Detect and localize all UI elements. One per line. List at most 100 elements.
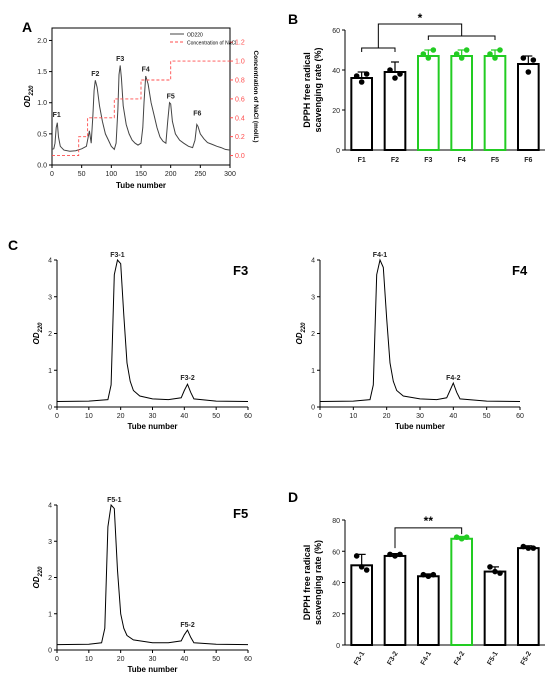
x-tick-label-A: 250 <box>194 171 206 178</box>
sig-bracket-left-B <box>361 47 396 52</box>
peak-label-C-F4: F4-1 <box>373 252 388 259</box>
sig-bracket-D <box>394 527 463 549</box>
series-line-A-1 <box>52 60 230 157</box>
y-tick-label-C-F4: 0 <box>311 405 315 412</box>
y-tick-label-A: 1.5 <box>37 69 47 76</box>
data-point-D <box>525 545 532 551</box>
data-point-B <box>487 51 493 57</box>
series-line-C-F4 <box>319 258 521 402</box>
y-axis-label-line-B: scavenging rate (%) <box>313 47 323 132</box>
y-tick-label-C-F4: 4 <box>311 258 315 265</box>
series-line-C-F5 <box>56 503 249 646</box>
x-tick-label-C-F3: 60 <box>244 413 252 420</box>
data-point-B <box>363 71 370 77</box>
chart-D: 0 20 40 60 80 DPPH free radicalscavenging rat… <box>302 514 545 666</box>
peak-label-A: F6 <box>193 110 201 117</box>
x-tick-label-A: 0 <box>50 171 54 178</box>
category-label-D: F3-2 <box>386 650 399 666</box>
x-tick-label-C-F4: 10 <box>349 413 357 420</box>
data-point-B <box>358 79 365 85</box>
bar-B-F1 <box>350 77 374 151</box>
x-axis-label-C-F4: Tube number <box>395 422 445 431</box>
y-axis-label-C-F3: OD220 <box>32 322 44 345</box>
sig-bracket-top-B <box>377 23 463 48</box>
chart-C-F5: 0 10 20 30 40 50 60 0 1 2 3 4 Tube number OD220 F5-1 F5… <box>32 497 252 674</box>
bar-B-F6 <box>517 63 540 151</box>
data-point-D <box>453 534 460 540</box>
significance-D: ** <box>424 514 434 528</box>
data-point-D <box>530 545 537 551</box>
y-tick-label-C-F5: 0 <box>48 648 52 655</box>
x-axis-label-C-F5: Tube number <box>127 665 177 674</box>
y2-axis-label-A: Concentration of NaCl (mol/L) <box>252 50 259 142</box>
peak-label-A: F5 <box>167 93 175 100</box>
peak-label-A: F2 <box>91 71 99 78</box>
y-tick-label-C-F3: 3 <box>48 294 52 301</box>
x-tick-label-C-F5: 60 <box>244 656 252 663</box>
x-tick-label-C-F3: 0 <box>55 413 59 420</box>
peak-label-C-F4: F4-2 <box>446 375 461 382</box>
bar-D-F3-2 <box>383 554 407 646</box>
x-tick-label-C-F4: 40 <box>449 413 457 420</box>
peak-label-A: F3 <box>116 56 124 63</box>
panel-letter-C: C <box>8 237 18 253</box>
category-label-B: F6 <box>524 157 532 164</box>
data-point-B <box>492 55 498 61</box>
data-point-B <box>453 51 460 57</box>
data-point-B <box>497 47 503 53</box>
x-tick-label-C-F5: 30 <box>149 656 157 663</box>
y2-tick-label-A: 0.8 <box>235 77 245 84</box>
bar-B-F2 <box>383 71 407 151</box>
x-tick-label-A: 300 <box>224 171 236 178</box>
data-point-B <box>425 55 432 61</box>
y-tick-label-D: 60 <box>332 549 340 556</box>
x-tick-label-C-F5: 10 <box>85 656 93 663</box>
chart-C-F3: 0 10 20 30 40 50 60 0 1 2 3 4 Tube number OD220 F3-1 F3… <box>32 252 252 431</box>
bar-D-F4-1 <box>417 575 440 646</box>
data-point-B <box>530 57 537 63</box>
y-axis-label-A: OD220 <box>23 85 35 108</box>
data-point-B <box>353 73 360 79</box>
x-tick-label-C-F5: 40 <box>180 656 188 663</box>
y-axis-label-D: DPPH free radicalscavenging rate (%) <box>302 540 323 625</box>
y-tick-label-B: 0 <box>336 148 340 155</box>
series-line-C-F3 <box>56 258 249 402</box>
y-axis-label-line-B: DPPH free radical <box>302 52 312 128</box>
data-point-D <box>420 571 427 578</box>
category-label-B: F5 <box>491 157 499 164</box>
panel-letter-A: A <box>22 19 32 35</box>
y-axis-label-C-F5-sub: 220 <box>38 566 44 578</box>
data-point-D <box>353 553 360 559</box>
legend-label-A-0: OD220 <box>187 33 203 39</box>
bar-D-F4-2 <box>450 537 474 646</box>
peak-label-C-F3: F3-1 <box>110 252 125 259</box>
y-axis-label-line-D: DPPH free radical <box>302 545 312 621</box>
y-axis-label-C-F4-base: OD <box>295 332 304 344</box>
bar-D-F3-1 <box>350 564 374 646</box>
data-point-B <box>420 51 427 57</box>
x-tick-label-C-F4: 30 <box>416 413 424 420</box>
data-point-B <box>387 67 393 73</box>
data-point-B <box>397 71 403 77</box>
data-point-D <box>497 570 503 576</box>
y-axis-label-A-sub: 220 <box>29 85 35 97</box>
data-point-D <box>358 564 365 570</box>
bar-B-F3 <box>417 55 440 151</box>
category-label-B: F1 <box>358 157 366 164</box>
data-point-B <box>392 75 398 81</box>
y-tick-label-C-F4: 2 <box>311 331 315 338</box>
y-tick-label-B: 40 <box>332 68 340 75</box>
x-tick-label-C-F5: 50 <box>212 656 220 663</box>
y-tick-label-D: 80 <box>332 518 340 525</box>
peak-label-C-F5: F5-2 <box>180 622 195 629</box>
category-label-B: F2 <box>391 157 399 164</box>
x-axis-label-A: Tube number <box>116 181 166 190</box>
x-tick-label-C-F5: 20 <box>117 656 125 663</box>
subpanel-label-C-F4: F4 <box>512 263 528 278</box>
x-tick-label-A: 50 <box>78 171 86 178</box>
y-axis-label-C-F3-base: OD <box>32 332 41 344</box>
y-tick-label-D: 20 <box>332 612 340 619</box>
y-tick-label-B: 60 <box>332 28 340 35</box>
y-tick-label-C-F3: 1 <box>48 368 52 375</box>
